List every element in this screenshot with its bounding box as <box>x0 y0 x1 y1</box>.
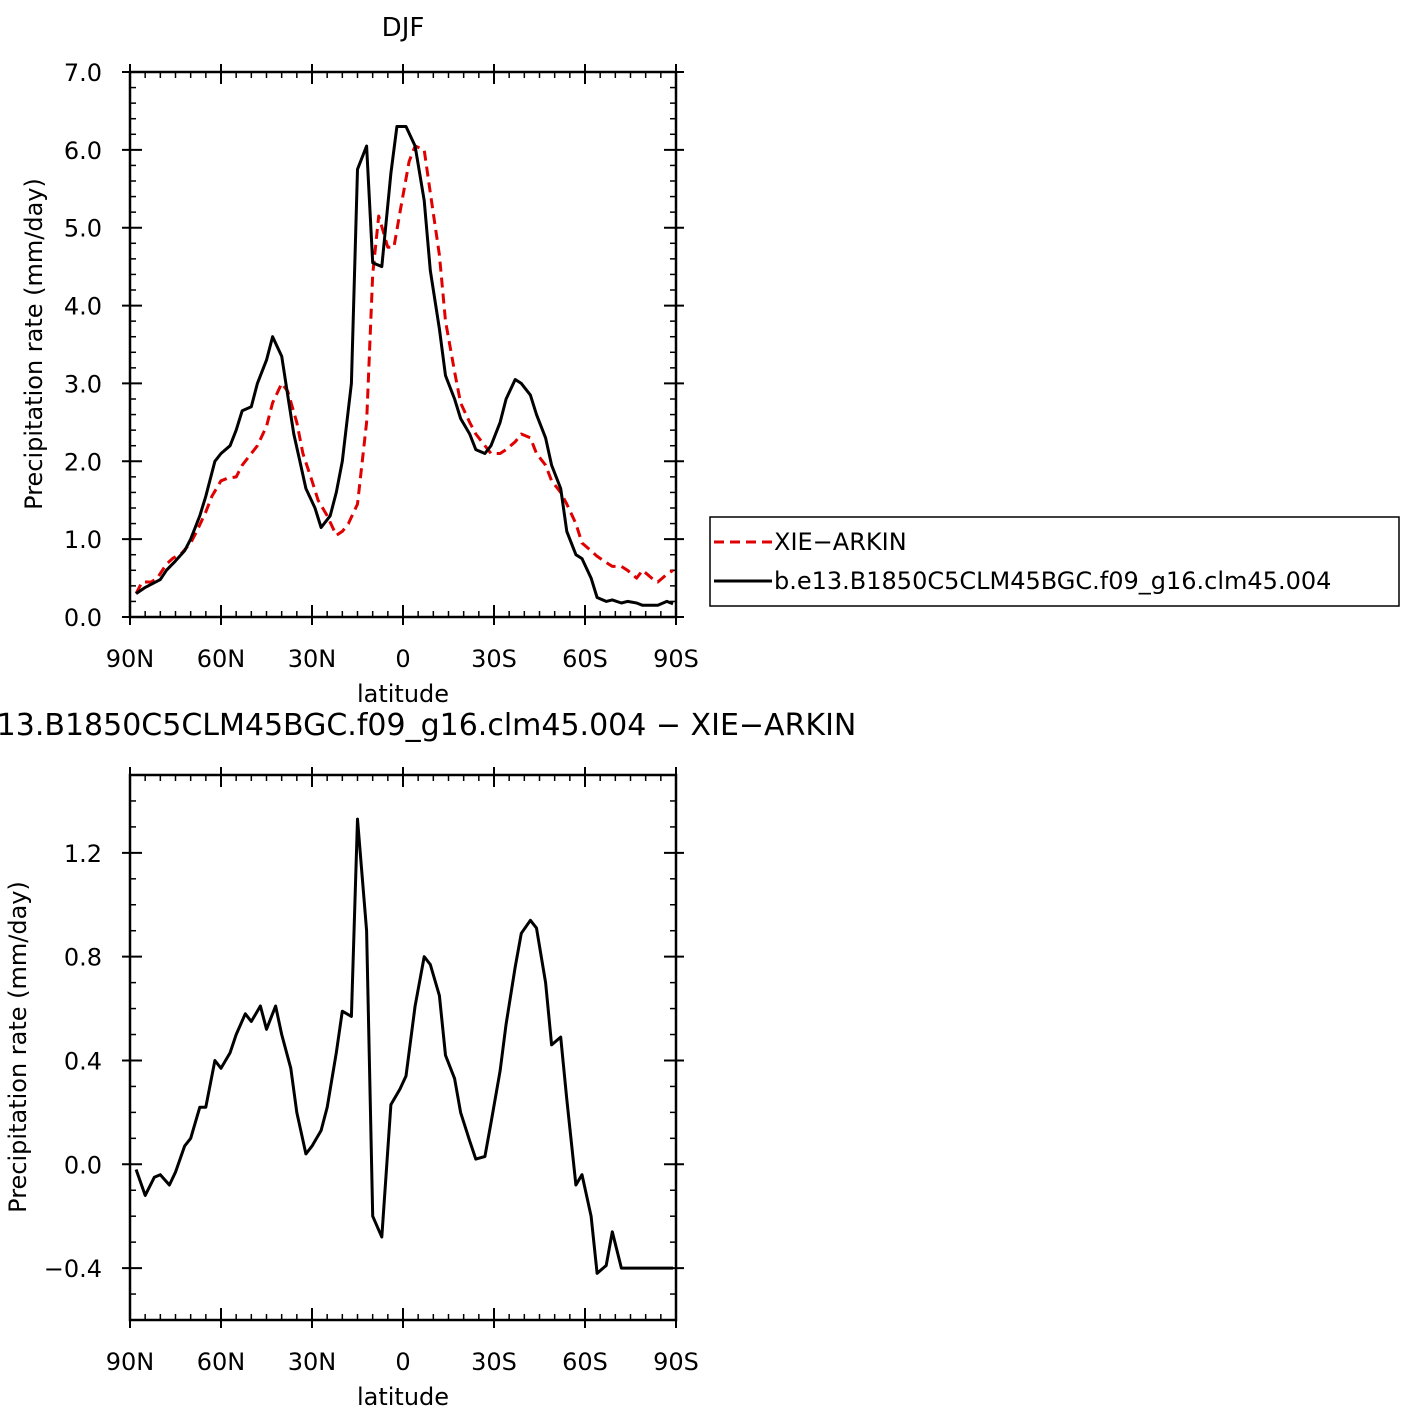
chart-title: DJF <box>382 13 425 43</box>
plot-frame <box>128 773 678 1322</box>
y-tick-label: 2.0 <box>64 448 102 476</box>
y-tick-label: 6.0 <box>64 137 102 165</box>
y-axis-label: Precipitation rate (mm/day) <box>20 178 48 510</box>
series-line-model <box>135 125 674 607</box>
legend: XIE−ARKIN b.e13.B1850C5CLM45BGC.f09_g16.… <box>709 516 1400 607</box>
x-tick-label: 30N <box>288 645 337 673</box>
y-tick-label: 3.0 <box>64 370 102 398</box>
x-tick-label: 60S <box>562 1348 608 1376</box>
y-tick-label: 0.8 <box>64 944 102 972</box>
plot-series <box>134 817 673 1275</box>
x-tick-label: 60N <box>197 645 246 673</box>
chart-title: b.e13.B1850C5CLM45BGC.f09_g16.clm45.004 … <box>0 708 856 743</box>
x-tick-label: 30S <box>471 645 517 673</box>
y-tick-label: 1.2 <box>64 840 102 868</box>
y-tick-label: 4.0 <box>64 293 102 321</box>
y-tick-label: 0.4 <box>64 1047 102 1075</box>
x-tick-label: 60N <box>197 1348 246 1376</box>
x-tick-label: 60S <box>562 645 608 673</box>
legend-label-xie-arkin: XIE−ARKIN <box>774 528 907 556</box>
x-axis-label: latitude <box>357 1383 449 1411</box>
y-tick-label: 5.0 <box>64 215 102 243</box>
series-line-difference <box>134 817 673 1275</box>
y-tick-label: −0.4 <box>44 1255 102 1283</box>
series-line-xie-arkin <box>134 144 674 595</box>
bottom-chart: b.e13.B1850C5CLM45BGC.f09_g16.clm45.004 … <box>0 708 856 1411</box>
x-tick-label: 0 <box>395 645 410 673</box>
x-tick-label: 30N <box>288 1348 337 1376</box>
x-tick-label: 30S <box>471 1348 517 1376</box>
plot-series <box>134 125 674 607</box>
y-axis-label: Precipitation rate (mm/day) <box>4 881 32 1213</box>
x-tick-label: 90N <box>106 645 155 673</box>
y-tick-label: 7.0 <box>64 59 102 87</box>
legend-box <box>709 516 1400 607</box>
x-tick-label: 90S <box>653 645 699 673</box>
legend-label-model: b.e13.B1850C5CLM45BGC.f09_g16.clm45.004 <box>774 567 1331 595</box>
y-tick-label: 1.0 <box>64 526 102 554</box>
top-chart: DJF Precipitation rate (mm/day) latitude… <box>20 13 699 708</box>
x-tick-label: 0 <box>395 1348 410 1376</box>
y-tick-label: 0.0 <box>64 1151 102 1179</box>
x-axis-label: latitude <box>357 680 449 708</box>
x-tick-label: 90S <box>653 1348 699 1376</box>
plot-frame <box>128 70 678 619</box>
tick-marks: 90N 60N 30N 0 30S 60S 90S −0.4 0.0 0.4 0.8 1.2 <box>44 767 699 1376</box>
y-tick-label: 0.0 <box>64 604 102 632</box>
x-tick-label: 90N <box>106 1348 155 1376</box>
